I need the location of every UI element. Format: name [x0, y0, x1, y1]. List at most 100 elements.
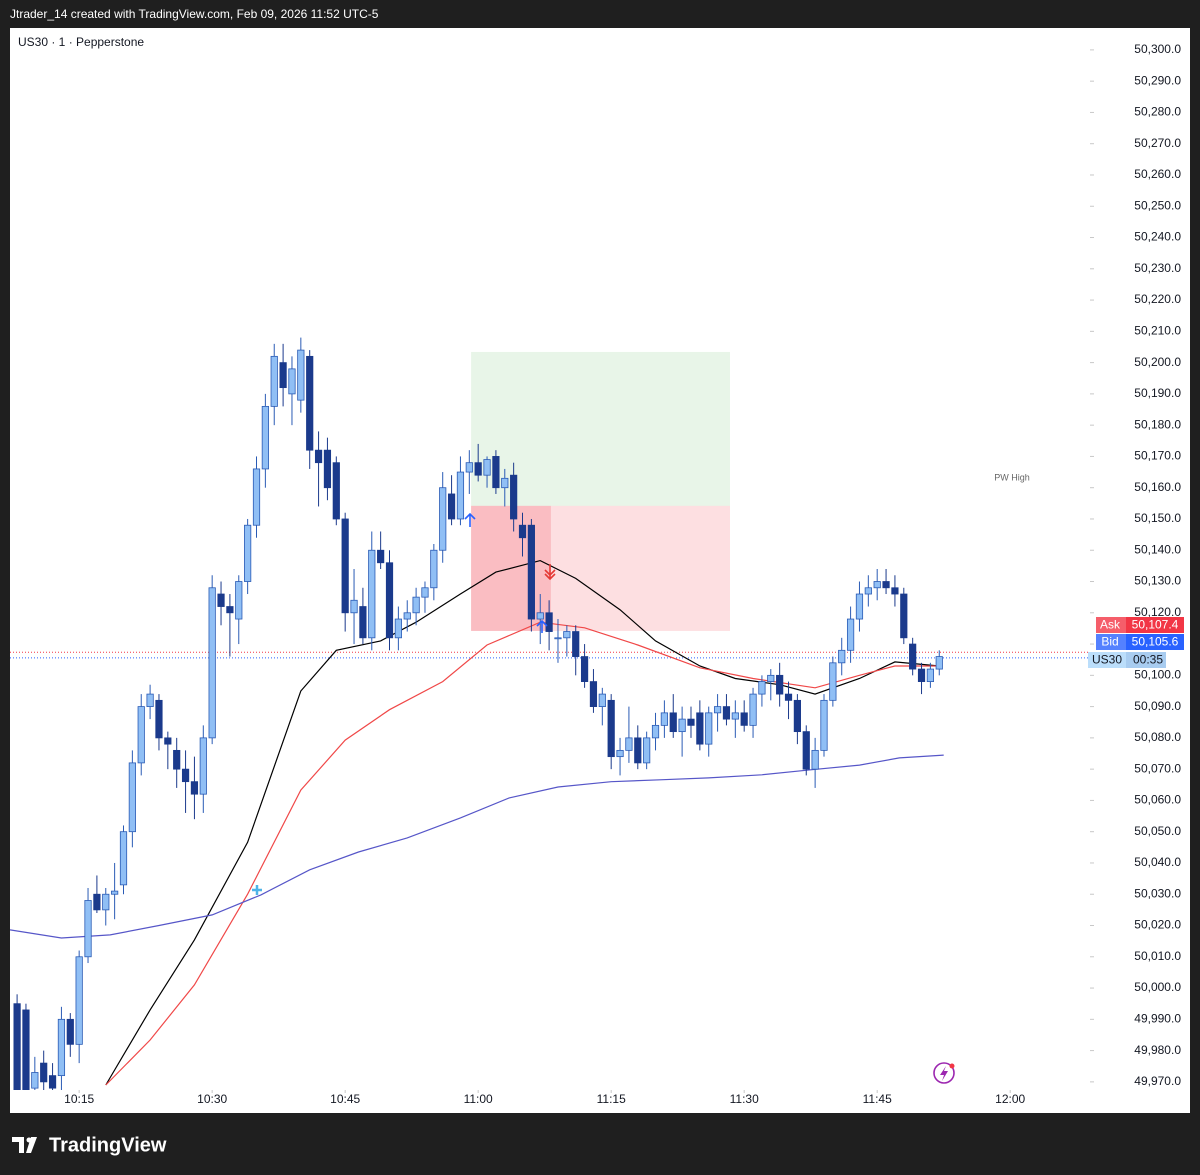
x-tick-label: 11:30	[730, 1092, 759, 1106]
candle-body	[270, 355, 278, 407]
candle-body	[926, 668, 934, 682]
candle-body	[208, 587, 216, 739]
y-tick-label: 50,170.0	[1134, 449, 1181, 463]
y-tick-label: 50,160.0	[1134, 480, 1181, 494]
candle-body	[767, 674, 775, 682]
candle-body	[660, 712, 668, 726]
candle-body	[527, 524, 535, 620]
candle-body	[492, 456, 500, 489]
y-tick-label: 50,040.0	[1134, 855, 1181, 869]
y-tick-label: 50,210.0	[1134, 324, 1181, 338]
candle-body	[314, 449, 323, 464]
quote-value-bg	[1126, 617, 1184, 633]
candle-body	[776, 674, 784, 695]
candle-body	[811, 749, 819, 770]
x-tick-label: 11:15	[597, 1092, 626, 1106]
x-tick-label: 12:00	[995, 1092, 1025, 1106]
y-tick-label: 50,180.0	[1134, 417, 1181, 431]
candle-body	[288, 368, 296, 395]
candle-body	[66, 1018, 74, 1045]
candle-body	[447, 493, 456, 520]
candle-body	[625, 737, 633, 751]
candle-body	[793, 699, 801, 733]
candle-body	[84, 900, 92, 958]
candle-body	[891, 587, 899, 595]
footer-logo: TradingView	[12, 1134, 167, 1156]
y-tick-label: 50,100.0	[1134, 668, 1181, 682]
candle-body	[598, 693, 606, 708]
candle-body	[164, 737, 172, 745]
icon-dot	[949, 1063, 955, 1069]
candle-body	[279, 362, 287, 389]
candle-body	[306, 355, 314, 451]
candle-body	[332, 462, 340, 520]
candle-body	[820, 699, 828, 751]
icon-ring	[933, 1062, 955, 1084]
candle-body	[935, 656, 943, 670]
candle-body	[474, 462, 482, 476]
chart-title: US30 · 1 · Pepperstone	[18, 35, 144, 49]
candle-body	[465, 462, 473, 473]
y-tick-label: 50,290.0	[1134, 73, 1181, 87]
candle-body	[510, 474, 518, 520]
candle-body	[456, 471, 465, 520]
countdown-bg	[1126, 652, 1166, 668]
candle-body	[802, 731, 810, 770]
y-tick-label: 50,220.0	[1134, 292, 1181, 306]
candle-body	[128, 762, 136, 833]
candle-body	[421, 587, 429, 598]
candle-body	[412, 596, 420, 614]
x-tick-label: 11:00	[464, 1092, 493, 1106]
x-tick-label: 10:15	[64, 1092, 94, 1106]
candle-body	[643, 737, 651, 764]
y-tick-label: 50,230.0	[1134, 261, 1181, 275]
candle-body	[31, 1072, 39, 1089]
candle-body	[900, 593, 908, 639]
candle-body	[740, 712, 748, 726]
y-tick-label: 49,990.0	[1134, 1011, 1181, 1025]
candle-body	[48, 1075, 57, 1089]
quote-label-bg	[1096, 617, 1126, 633]
candle-body	[403, 612, 411, 620]
candle-body	[40, 1062, 48, 1083]
candle-body	[350, 599, 358, 614]
candle-body	[580, 656, 589, 682]
candle-body	[678, 718, 686, 733]
candle-body	[173, 749, 181, 770]
cross-marker	[252, 885, 262, 895]
candle-body	[368, 549, 376, 639]
y-tick-label: 50,200.0	[1134, 355, 1181, 369]
candle-body	[784, 693, 793, 701]
quote-label: Bid	[1101, 635, 1118, 649]
y-tick-label: 50,260.0	[1134, 167, 1181, 181]
y-tick-label: 50,020.0	[1134, 918, 1181, 932]
candle-body	[119, 831, 128, 886]
plot	[10, 337, 1090, 1090]
candle-body	[385, 562, 394, 639]
candle-body	[181, 768, 190, 783]
candle-body	[297, 349, 305, 401]
y-tick-label: 49,980.0	[1134, 1043, 1181, 1057]
candle-body	[430, 549, 438, 589]
y-tick-label: 50,080.0	[1134, 730, 1181, 744]
symbol-tag-bg	[1088, 652, 1126, 668]
y-tick-label: 50,280.0	[1134, 105, 1181, 119]
moving-average	[105, 559, 940, 1086]
candle-body	[731, 712, 739, 720]
moving-average	[105, 621, 940, 1086]
candle-body	[146, 693, 154, 708]
candle-body	[722, 706, 731, 720]
candle-body	[873, 581, 881, 589]
quote-label: Ask	[1100, 618, 1121, 632]
quote-label-bg	[1096, 634, 1126, 650]
y-tick-label: 50,120.0	[1134, 605, 1181, 619]
candle-body	[75, 956, 83, 1045]
sell-arrow	[544, 564, 556, 581]
y-tick-label: 50,150.0	[1134, 511, 1181, 525]
chart-area	[10, 28, 1190, 1113]
candle-body	[377, 549, 385, 564]
candle-body	[572, 631, 580, 657]
symbol-tag: US30	[1092, 653, 1122, 667]
stop-zone	[471, 505, 730, 631]
